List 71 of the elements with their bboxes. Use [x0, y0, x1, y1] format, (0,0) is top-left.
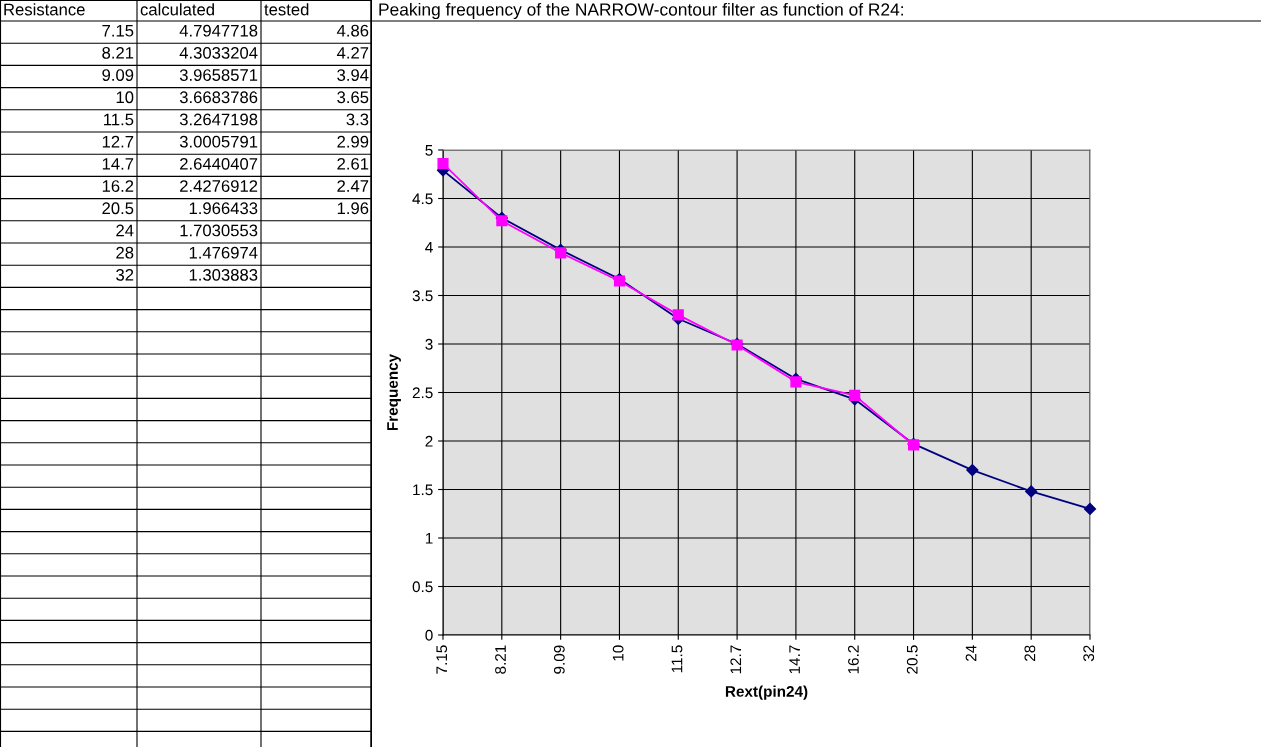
category-label: 32: [116, 268, 134, 281]
data-label: 4.27: [336, 46, 369, 59]
data-label: 3.6683786: [179, 91, 258, 104]
x-tick-label: 10: [612, 645, 624, 661]
data-label: 1.7030553: [180, 224, 258, 237]
category-label: 12.7: [102, 135, 134, 148]
data-label: 1.303883: [189, 268, 258, 281]
x-tick-label: 24: [965, 645, 977, 661]
data-label: 2.4276912: [180, 180, 258, 192]
x-tick-label: 16.2: [848, 645, 859, 674]
data-label: 3.3: [346, 113, 369, 126]
x-tick-label: 32: [1083, 645, 1095, 662]
y-tick-label: 2.5: [412, 387, 433, 399]
x-tick-label: 14.7: [789, 645, 800, 674]
x-tick-label: 28: [1024, 645, 1036, 661]
y-tick-label: 3: [425, 338, 433, 350]
data-label: 2.99: [337, 135, 369, 148]
y-axis-title: Frequency: [387, 353, 401, 431]
data-label: 3.2647198: [179, 113, 258, 126]
x-tick-label: 11.5: [671, 645, 683, 673]
point: [849, 389, 861, 401]
text: Resistance: [4, 3, 85, 16]
data-label: 4.86: [336, 24, 369, 37]
category-label: 24: [116, 224, 134, 237]
text: tested: [264, 3, 309, 16]
point: [1083, 502, 1097, 515]
category-label: 16.2: [102, 180, 134, 192]
point: [672, 309, 684, 321]
category-label: 9.09: [102, 69, 134, 81]
x-tick-label: 9.09: [553, 645, 565, 674]
category-label: 8.21: [102, 46, 134, 59]
data-label: 2.61: [337, 157, 369, 170]
category-label: 7.15: [102, 24, 134, 37]
category-label: 11.5: [104, 113, 134, 126]
y-tick-label: 1.5: [413, 484, 433, 496]
point: [555, 247, 567, 259]
y-tick-label: 2: [425, 435, 433, 447]
data-label: 3.0005791: [179, 135, 258, 148]
point: [966, 464, 979, 477]
x-tick-label: 20.5: [906, 645, 918, 674]
category-label: 20.5: [102, 202, 134, 215]
data-label: 4.7947718: [179, 24, 258, 37]
x-tick-label: 12.7: [730, 645, 742, 674]
y-tick-label: 0: [425, 629, 433, 641]
data-label: 3.9658571: [179, 69, 258, 81]
data-label: 1.96: [337, 202, 369, 215]
data-label: 2.47: [337, 180, 369, 192]
category-label: 28: [116, 246, 134, 259]
data-label: 3.94: [337, 69, 369, 81]
data-label: 3.65: [337, 91, 369, 104]
y-tick-label: 4.5: [412, 193, 433, 205]
data-label: 4.3033204: [179, 46, 258, 59]
point: [790, 376, 802, 388]
point: [1025, 485, 1038, 498]
y-tick-label: 3.5: [412, 290, 433, 302]
data-label: 2.6440407: [180, 157, 258, 170]
chart-title: Peaking frequency of the NARROW-contour filter as function of R24:: [379, 2, 903, 20]
category-label: 14.7: [102, 158, 134, 170]
x-tick-label: 8.21: [495, 645, 506, 674]
y-tick-label: 5: [425, 145, 433, 156]
category-label: 10: [116, 91, 134, 104]
point: [437, 158, 449, 170]
data-label: 1.966433: [189, 202, 258, 215]
x-tick-label: 7.15: [436, 645, 448, 674]
y-tick-label: 4: [425, 242, 433, 253]
text: calculated: [140, 3, 214, 16]
x-axis-title: Rext(pin24): [725, 685, 808, 700]
y-tick-label: 1: [425, 533, 433, 544]
point: [496, 215, 508, 227]
y-tick-label: 0.5: [412, 581, 433, 593]
data-label: 1.476974: [189, 246, 258, 259]
